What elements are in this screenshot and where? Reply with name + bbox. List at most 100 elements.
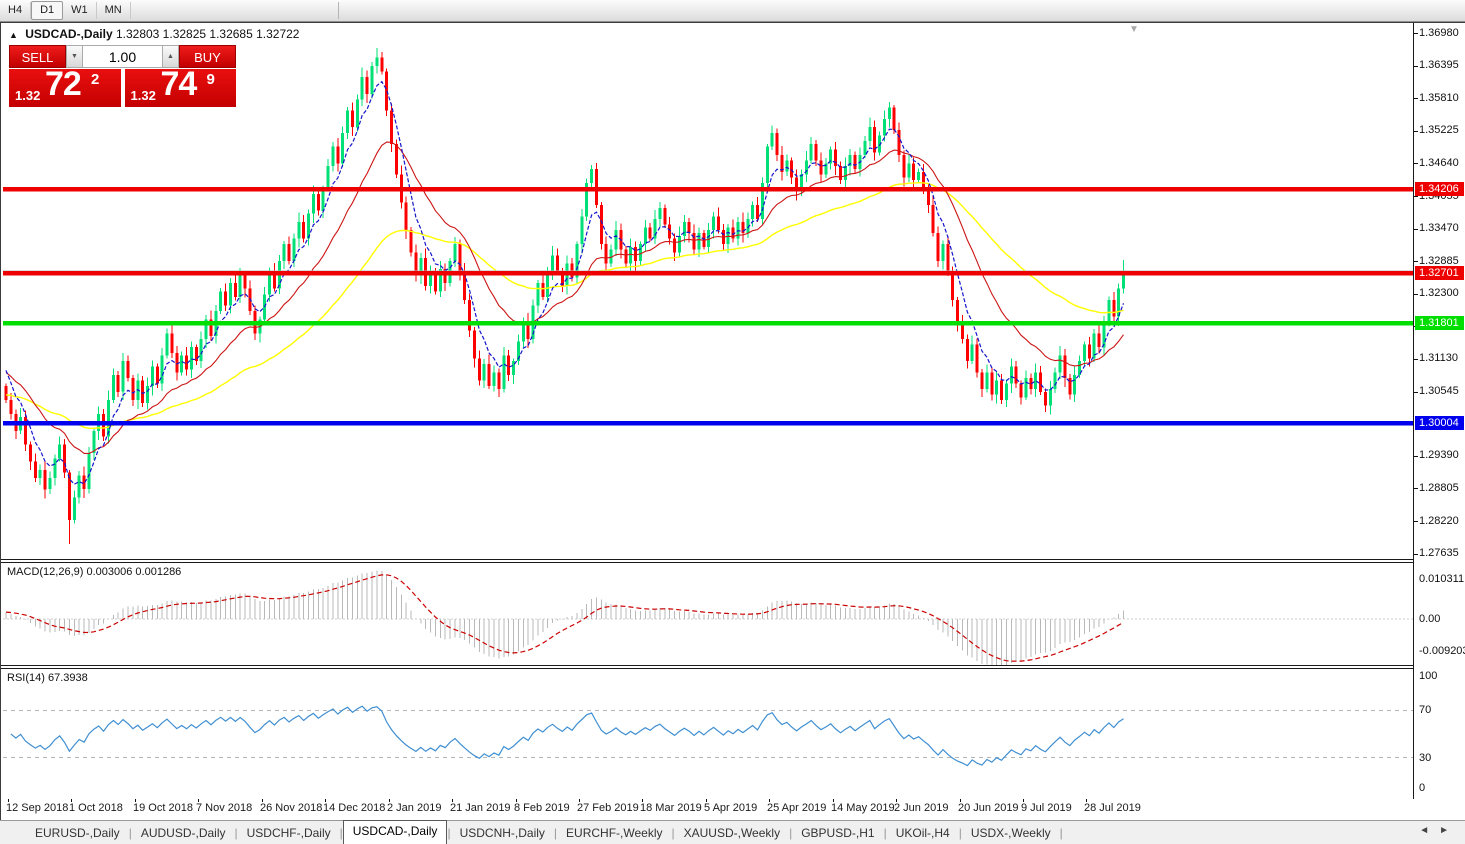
timeframe-button-d1[interactable]: D1 [31,1,64,20]
timeframe-button-mn[interactable]: MN [97,2,131,19]
hline-price-badge: 1.34206 [1415,182,1464,196]
date-axis[interactable]: 12 Sep 2018 1 Oct 2018 19 Oct 2018 7 Nov 20… [1,799,1465,821]
autoscroll-marker-icon[interactable]: ▼ [1129,24,1139,35]
price-axis-label: 1.31130 [1419,352,1458,364]
date-axis-tick [71,799,72,802]
pane-separator[interactable] [1,665,1465,669]
price-axis-tick [1414,229,1418,230]
price-axis-label: 1.29390 [1419,449,1459,461]
price-axis-label: 1.36980 [1419,27,1459,39]
price-axis-label: 1.33470 [1419,222,1459,234]
price-chart[interactable] [3,23,1414,559]
price-axis-tick [1414,392,1418,393]
price-axis-tick [1414,456,1418,457]
date-axis-label: 2 Jan 2019 [387,802,442,814]
chart-tab-usdxweekly[interactable]: USDX-,Weekly [970,826,1051,840]
macd-label: MACD(12,26,9) 0.003006 0.001286 [7,566,182,578]
macd-chart[interactable] [3,563,1414,665]
price-axis-tick [1414,359,1418,360]
timeframe-button-w1[interactable]: W1 [63,2,97,19]
date-axis-label: 9 Jul 2019 [1021,802,1072,814]
date-axis-tick [389,799,390,802]
macd-axis-zero: 0.00 [1419,613,1441,625]
date-axis-tick [1086,799,1087,802]
date-axis-tick [896,799,897,802]
rsi-axis-70: 70 [1419,704,1432,716]
chart-window: ▲ USDCAD-,Daily 1.32803 1.32825 1.32685 … [0,22,1465,820]
buy-price-big: 74 [160,65,198,103]
chart-tab-gbpusdh1[interactable]: GBPUSD-,H1 [801,826,875,840]
date-axis-label: 27 Feb 2019 [577,802,639,814]
volume-increase-button[interactable]: ▲ [162,45,179,68]
price-axis-tick [1414,196,1418,197]
sell-price-big: 72 [45,65,82,103]
macd-axis-max: 0.010311 [1419,573,1465,585]
chart-tab-audusddaily[interactable]: AUDUSD-,Daily [140,826,226,840]
date-axis-label: 25 Apr 2019 [767,802,827,814]
hline-price-badge: 1.30004 [1415,416,1464,430]
price-axis-tick [1414,521,1418,522]
date-axis-tick [642,799,643,802]
buy-price-sup: 9 [206,71,215,88]
chart-tab-ukoilh4[interactable]: UKOil-,H4 [895,826,950,840]
price-axis-tick [1414,33,1418,34]
rsi-axis-30: 30 [1419,752,1432,764]
chart-tab-usdcaddaily[interactable]: USDCAD-,Daily [342,820,448,844]
sell-button[interactable]: SELL [9,45,66,68]
date-axis-label: 19 Oct 2018 [133,802,193,814]
price-axis-label: 1.35225 [1419,124,1459,136]
timeframe-button-h4[interactable]: H4 [0,2,32,19]
sell-price-tile[interactable]: 1.32 72 2 [9,65,121,107]
buy-price-tile[interactable]: 1.32 74 9 [124,65,236,107]
chart-tab-bar: EURUSD-,Daily | AUDUSD-,Daily | USDCHF-,Dail… [0,820,1465,844]
date-axis-tick [706,799,707,802]
price-axis-label: 1.32300 [1419,287,1459,299]
chart-tab-eurchfweekly[interactable]: EURCHF-,Weekly [566,826,663,840]
price-axis-tick [1414,488,1418,489]
buy-button[interactable]: BUY [179,45,236,68]
chart-tab-usdcnhdaily[interactable]: USDCNH-,Daily [459,826,545,840]
toolbar-separator [338,2,339,19]
tab-divider: | [958,826,962,840]
tab-divider: | [447,826,451,840]
price-axis-tick [1414,294,1418,295]
date-axis-tick [262,799,263,802]
price-axis-tick [1414,131,1418,132]
price-pane: ▲ USDCAD-,Daily 1.32803 1.32825 1.32685 … [1,23,1465,559]
price-axis-label: 1.32885 [1419,255,1459,267]
symbol-header: ▲ USDCAD-,Daily 1.32803 1.32825 1.32685 … [9,27,299,41]
hline-price-badge: 1.31801 [1415,316,1464,330]
price-axis-label: 1.28805 [1419,482,1459,494]
rsi-label: RSI(14) 67.3938 [7,672,88,684]
sell-price-sup: 2 [91,71,100,88]
buy-price-prefix: 1.32 [130,88,156,103]
rsi-chart[interactable] [3,669,1414,799]
volume-decrease-button[interactable]: ▼ [66,45,83,68]
pane-separator[interactable] [1,559,1465,563]
macd-pane: MACD(12,26,9) 0.003006 0.001286 [1,563,1465,665]
price-axis[interactable]: 0.010311 0.00 -0.009203 100 70 30 0 1.36… [1413,23,1465,799]
date-axis-label: 28 Jul 2019 [1084,802,1141,814]
tab-divider: | [128,826,132,840]
chart-tab-xauusdweekly[interactable]: XAUUSD-,Weekly [683,826,781,840]
price-axis-tick [1414,163,1418,164]
rsi-axis-0: 0 [1419,782,1426,794]
date-axis-label: 2 Jun 2019 [894,802,949,814]
chart-tab-eurusddaily[interactable]: EURUSD-,Daily [35,826,120,840]
timeframe-toolbar: H4 D1 W1 MN [0,0,1465,22]
tabs-scroll-left-icon[interactable]: ◄ [1419,825,1440,836]
chart-tab-usdchfdaily[interactable]: USDCHF-,Daily [246,826,331,840]
one-click-trade-panel: SELL ▼ 1.00 ▲ BUY 1.32 72 2 1.32 74 9 [9,45,236,107]
date-axis-tick [769,799,770,802]
price-axis-label: 1.28220 [1419,515,1459,527]
hline-price-badge: 1.32701 [1415,266,1464,280]
date-axis-label: 26 Nov 2018 [260,802,323,814]
symbol-marker-icon: ▲ [9,30,18,40]
tab-divider: | [883,826,887,840]
tabs-scroll-right-icon[interactable]: ► [1439,825,1459,836]
price-axis-label: 1.30545 [1419,385,1459,397]
volume-input[interactable]: 1.00 [83,45,162,68]
date-axis-label: 14 Dec 2018 [323,802,386,814]
tab-divider: | [339,826,343,840]
